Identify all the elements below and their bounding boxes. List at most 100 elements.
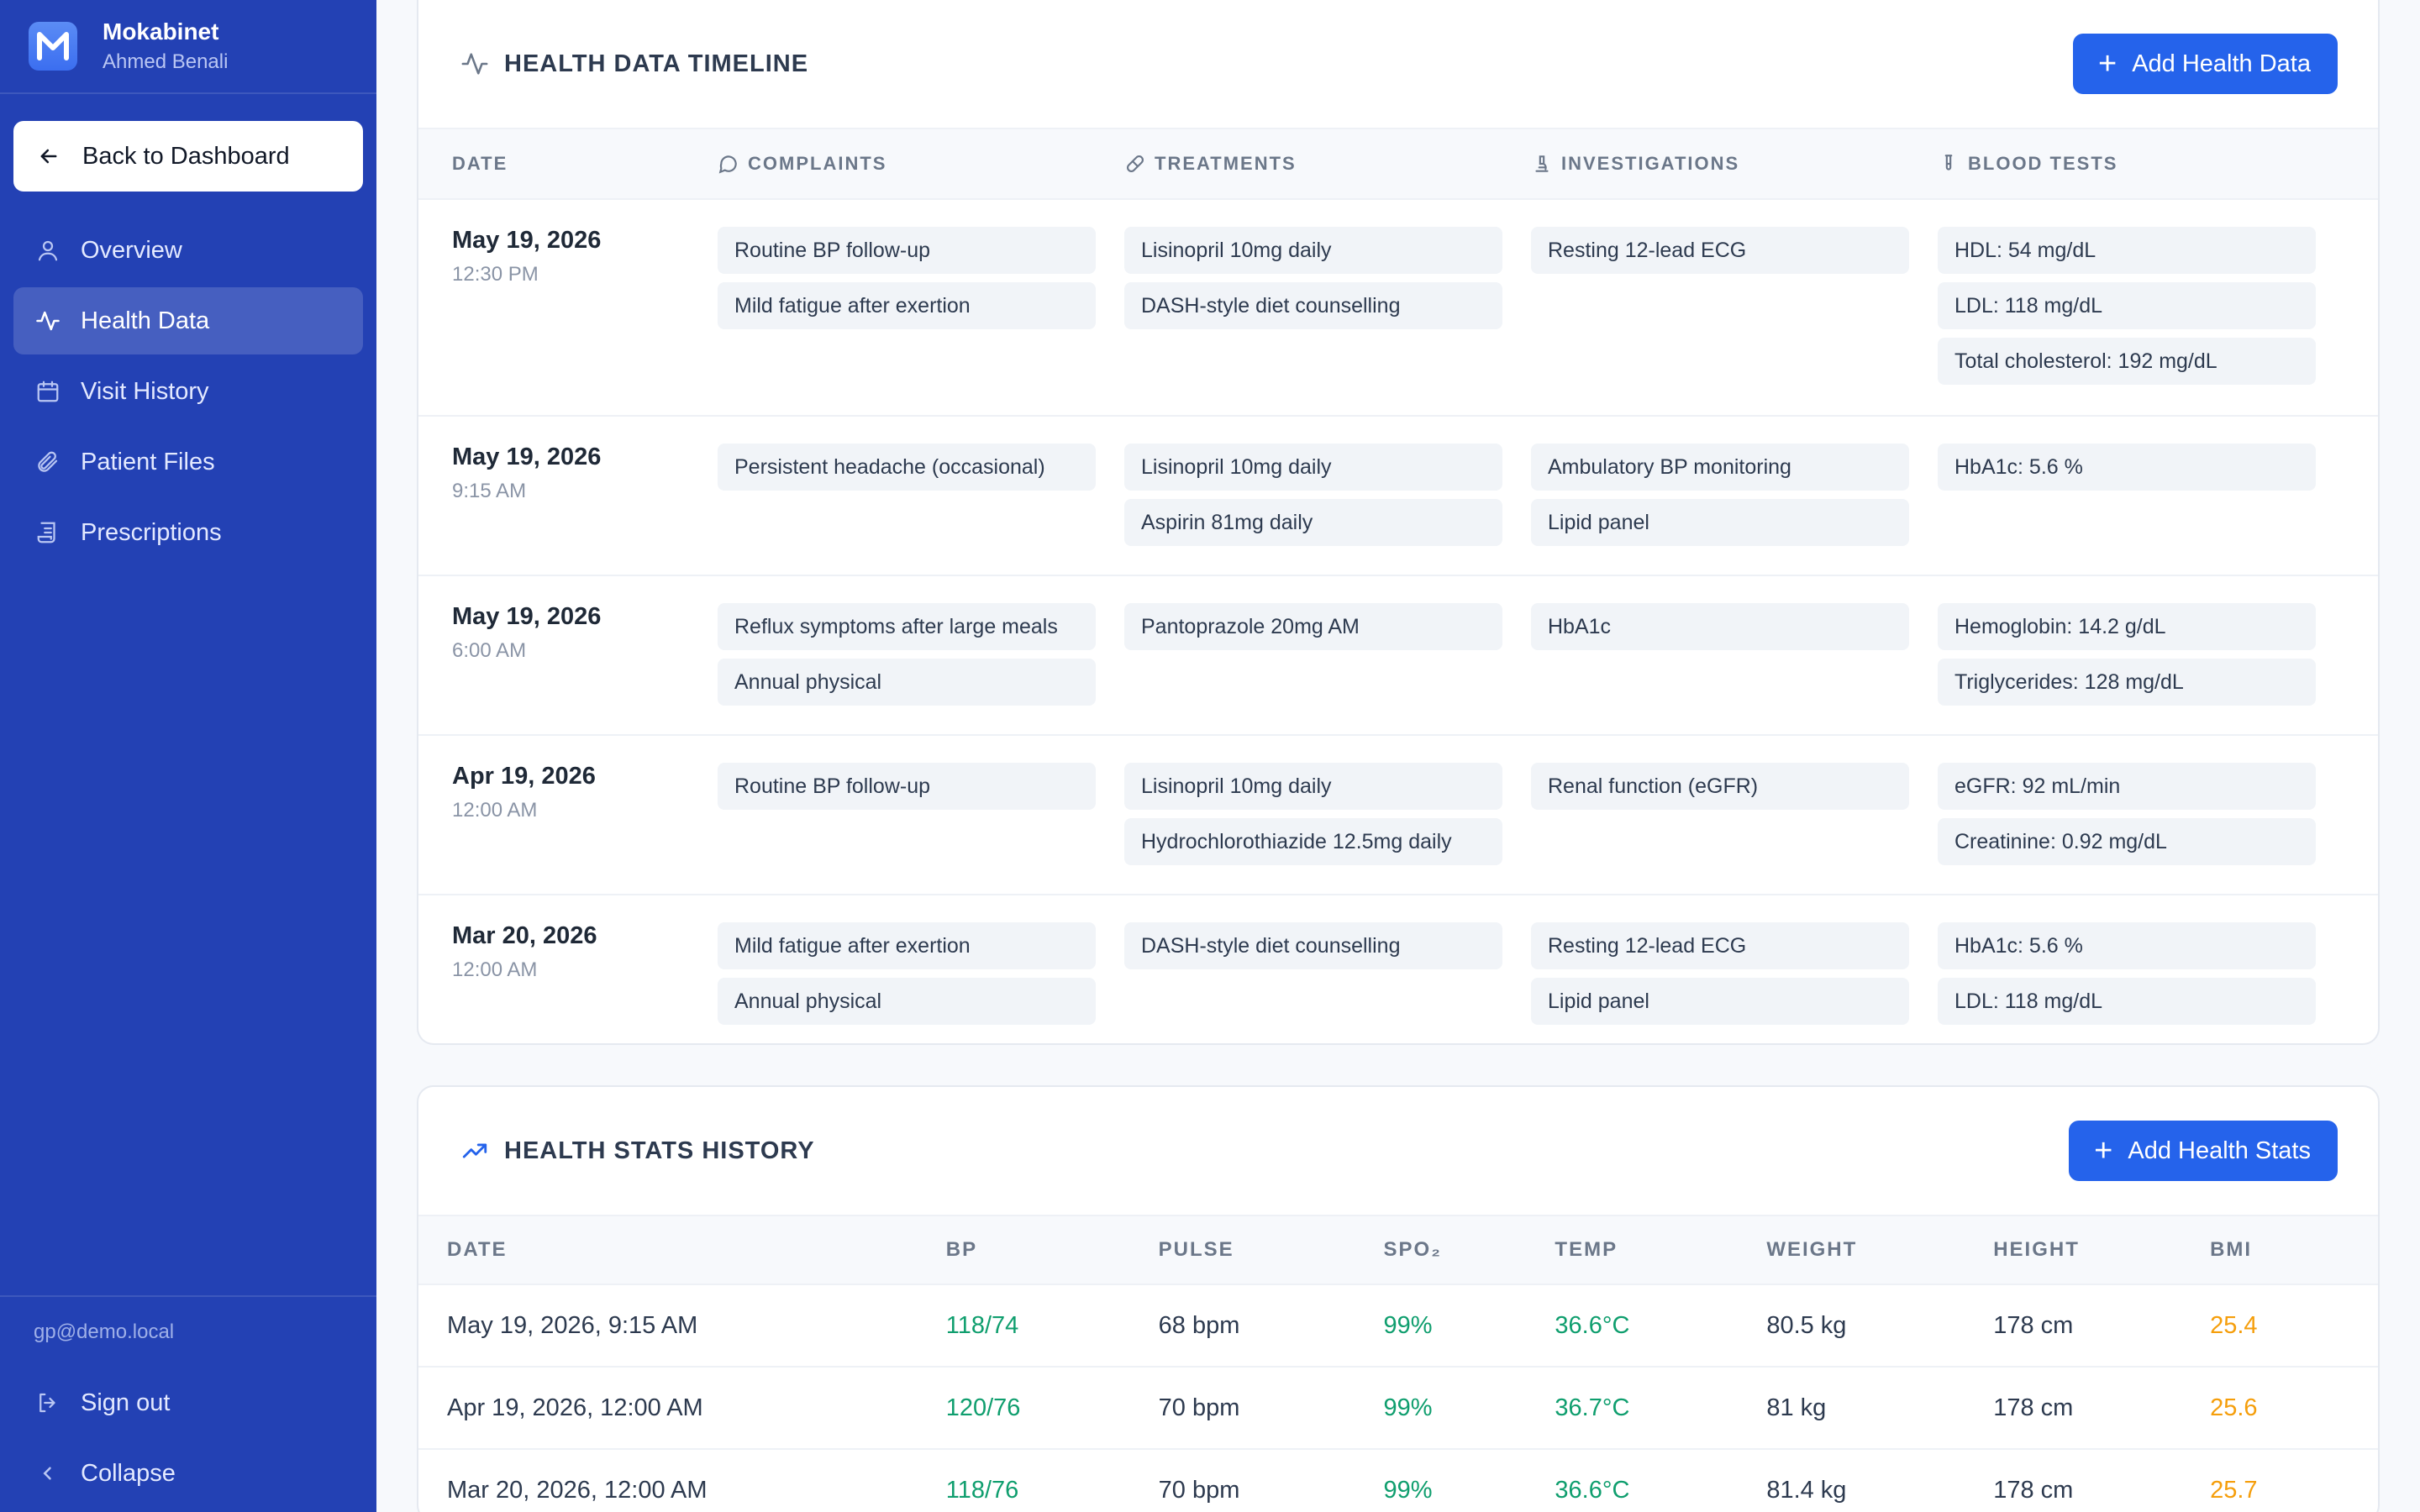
collapse-button[interactable]: Collapse: [0, 1438, 376, 1509]
treatments-chip: Lisinopril 10mg daily: [1124, 227, 1502, 274]
stat-spo2: 99%: [1383, 1476, 1433, 1504]
investigations-chip: Renal function (eGFR): [1531, 763, 1909, 810]
arrow-left-icon: [40, 149, 57, 164]
investigations-chip: Resting 12-lead ECG: [1531, 922, 1909, 969]
sidebar-item-label: Overview: [81, 236, 182, 264]
entry-time: 6:00 AM: [452, 639, 527, 662]
scroll-icon: [37, 522, 55, 543]
complaints-cell: Reflux symptoms after large meals Annual …: [718, 603, 1096, 734]
col-bp: BP: [945, 1238, 978, 1261]
back-label: Back to Dashboard: [82, 142, 290, 170]
treatments-chip: Pantoprazole 20mg AM: [1124, 603, 1502, 650]
investigations-chip: Resting 12-lead ECG: [1531, 227, 1909, 274]
sidebar-item-prescriptions[interactable]: Prescriptions: [13, 499, 363, 566]
treatments-cell: DASH-style diet counselling: [1124, 922, 1502, 1043]
complaints-cell: Mild fatigue after exertion Annual physic…: [718, 922, 1096, 1043]
sidebar-item-label: Patient Files: [81, 448, 215, 475]
treatments-chip: Lisinopril 10mg daily: [1124, 444, 1502, 491]
stat-date: Apr 19, 2026, 12:00 AM: [447, 1394, 703, 1421]
entry-date: May 19, 2026: [452, 444, 602, 470]
user-icon: [38, 240, 58, 261]
col-date: DATE: [452, 153, 508, 174]
sidebar-item-health-data[interactable]: Health Data: [13, 287, 363, 354]
stat-date: May 19, 2026, 9:15 AM: [447, 1311, 698, 1339]
blood-tests-cell: HbA1c: 5.6 %: [1938, 444, 2316, 575]
patient-name: Ahmed Benali: [103, 50, 229, 73]
stat-temp: 36.6°C: [1555, 1311, 1630, 1339]
blood-tests-chip: Hemoglobin: 14.2 g/dL: [1938, 603, 2316, 650]
complaints-chip: Mild fatigue after exertion: [718, 922, 1096, 969]
brand-header: Mokabinet Ahmed Benali: [0, 0, 376, 94]
message-icon: [718, 155, 737, 174]
entry-date: Mar 20, 2026: [452, 922, 597, 949]
plus-icon: +: [2097, 46, 2118, 81]
stats-row[interactable]: May 19, 2026, 9:15 AM 118/74 68 bpm 99% 36.6…: [418, 1285, 2378, 1368]
treatments-cell: Pantoprazole 20mg AM: [1124, 603, 1502, 734]
test-tube-icon: [1944, 155, 1953, 171]
pill-icon: [1126, 155, 1144, 173]
paperclip-icon: [38, 451, 58, 472]
sign-out-label: Sign out: [81, 1389, 171, 1416]
blood-tests-chip: HDL: 54 mg/dL: [1938, 227, 2316, 274]
sidebar-item-label: Prescriptions: [81, 518, 222, 546]
blood-tests-chip: HbA1c: 5.6 %: [1938, 922, 2316, 969]
blood-tests-chip: LDL: 118 mg/dL: [1938, 978, 2316, 1025]
col-temp: TEMP: [1555, 1238, 1618, 1261]
stats-body: May 19, 2026, 9:15 AM 118/74 68 bpm 99% 36.6…: [418, 1285, 2378, 1512]
add-health-data-button[interactable]: + Add Health Data: [2072, 34, 2338, 94]
health-data-timeline-card: HEALTH DATA TIMELINE + Add Health Data D…: [417, 0, 2380, 1045]
stat-weight: 81.4 kg: [1766, 1476, 1847, 1504]
stat-bp: 118/74: [945, 1311, 1019, 1339]
timeline-row: May 19, 2026 12:30 PM Routine BP follow-up…: [418, 200, 2378, 417]
app-logo: [29, 22, 77, 71]
treatments-chip: DASH-style diet counselling: [1124, 282, 1502, 329]
timeline-title-text: HEALTH DATA TIMELINE: [504, 50, 809, 77]
calendar-icon: [37, 381, 59, 402]
sidebar-item-label: Health Data: [81, 307, 210, 334]
stat-height: 178 cm: [1993, 1394, 2074, 1421]
blood-tests-chip: eGFR: 92 mL/min: [1938, 763, 2316, 810]
treatments-cell: Lisinopril 10mg daily Hydrochlorothiazide…: [1124, 763, 1502, 894]
stat-bp: 120/76: [945, 1394, 1021, 1421]
col-complaints: COMPLAINTS: [718, 153, 1124, 175]
complaints-cell: Routine BP follow-up Mild fatigue after e…: [718, 227, 1096, 415]
stat-pulse: 68 bpm: [1158, 1311, 1240, 1339]
entry-time: 12:00 AM: [452, 799, 538, 822]
stat-spo2: 99%: [1383, 1311, 1433, 1339]
investigations-chip: Ambulatory BP monitoring: [1531, 444, 1909, 491]
user-email: gp@demo.local: [34, 1320, 175, 1343]
sidebar-item-overview[interactable]: Overview: [13, 217, 363, 284]
sidebar-item-visit-history[interactable]: Visit History: [13, 358, 363, 425]
blood-tests-chip: Creatinine: 0.92 mg/dL: [1938, 818, 2316, 865]
sidebar-item-label: Visit History: [81, 377, 209, 405]
back-to-dashboard-button[interactable]: Back to Dashboard: [13, 121, 363, 192]
stat-bmi: 25.7: [2210, 1476, 2258, 1504]
col-date: DATE: [447, 1238, 508, 1261]
activity-icon: [36, 311, 60, 331]
investigations-cell: Renal function (eGFR): [1531, 763, 1909, 894]
timeline-body: May 19, 2026 12:30 PM Routine BP follow-up…: [418, 200, 2378, 1043]
treatments-cell: Lisinopril 10mg daily Aspirin 81mg daily: [1124, 444, 1502, 575]
investigations-cell: Ambulatory BP monitoring Lipid panel: [1531, 444, 1909, 575]
sidebar-item-patient-files[interactable]: Patient Files: [13, 428, 363, 496]
timeline-row: Mar 20, 2026 12:00 AM Mild fatigue after e…: [418, 895, 2378, 1043]
collapse-label: Collapse: [81, 1459, 176, 1487]
complaints-chip: Routine BP follow-up: [718, 763, 1096, 810]
stat-height: 178 cm: [1993, 1311, 2074, 1339]
sign-out-button[interactable]: Sign out: [0, 1368, 376, 1438]
col-weight: WEIGHT: [1766, 1238, 1858, 1261]
investigations-cell: Resting 12-lead ECG Lipid panel: [1531, 922, 1909, 1043]
stat-height: 178 cm: [1993, 1476, 2074, 1504]
stats-row[interactable]: Mar 20, 2026, 12:00 AM 118/76 70 bpm 99% 36.…: [418, 1450, 2378, 1512]
app-name: Mokabinet: [103, 18, 219, 45]
add-health-stats-button[interactable]: + Add Health Stats: [2069, 1121, 2338, 1181]
entry-date: Apr 19, 2026: [452, 763, 596, 790]
health-stats-history-card: HEALTH STATS HISTORY + Add Health Stats …: [417, 1085, 2380, 1512]
stats-title: HEALTH STATS HISTORY: [460, 1137, 815, 1165]
entry-time: 9:15 AM: [452, 480, 527, 502]
complaints-chip: Persistent headache (occasional): [718, 444, 1096, 491]
activity-icon: [461, 53, 488, 75]
entry-time: 12:30 PM: [452, 263, 539, 286]
blood-tests-chip: LDL: 118 mg/dL: [1938, 282, 2316, 329]
stats-row[interactable]: Apr 19, 2026, 12:00 AM 120/76 70 bpm 99% 36.…: [418, 1368, 2378, 1450]
